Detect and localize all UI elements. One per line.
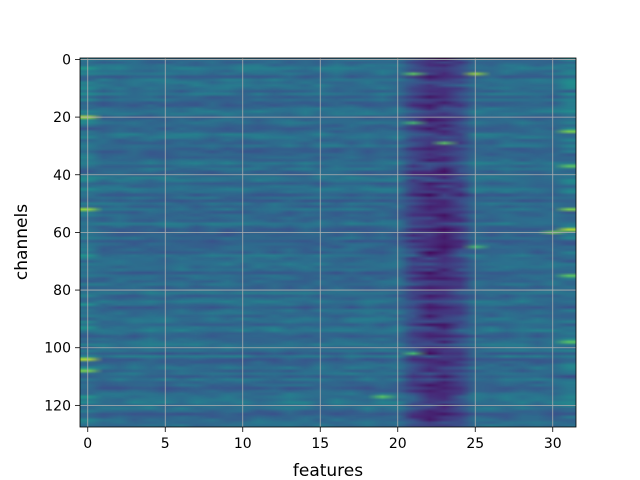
y-tick-label-6: 120 (44, 398, 71, 414)
x-axis-label: features (293, 461, 363, 480)
axes-frame (79, 57, 577, 428)
y-tick-label-0: 0 (62, 52, 71, 68)
y-axis-ticks: 0 20 40 60 80 100 120 (44, 52, 80, 414)
heatmap-image (80, 58, 576, 427)
x-tick-label-3: 15 (311, 436, 329, 452)
y-axis-label: channels (12, 204, 32, 280)
y-tick-label-3: 60 (53, 225, 71, 241)
y-tick-label-1: 20 (53, 110, 71, 126)
x-tick-label-2: 10 (234, 436, 252, 452)
heatmap-image-holder (80, 58, 576, 427)
plot-area (79, 57, 577, 428)
y-tick-label-4: 80 (53, 283, 71, 299)
x-tick-label-6: 30 (544, 436, 562, 452)
y-tick-label-5: 100 (44, 341, 71, 357)
y-tick-label-2: 40 (53, 168, 71, 184)
grid-lines (80, 58, 576, 427)
x-tick-label-0: 0 (83, 436, 92, 452)
x-tick-label-4: 20 (389, 436, 407, 452)
x-tick-label-5: 25 (466, 436, 484, 452)
x-tick-label-1: 5 (161, 436, 170, 452)
x-axis-ticks: 0 5 10 15 20 25 30 (83, 427, 562, 452)
